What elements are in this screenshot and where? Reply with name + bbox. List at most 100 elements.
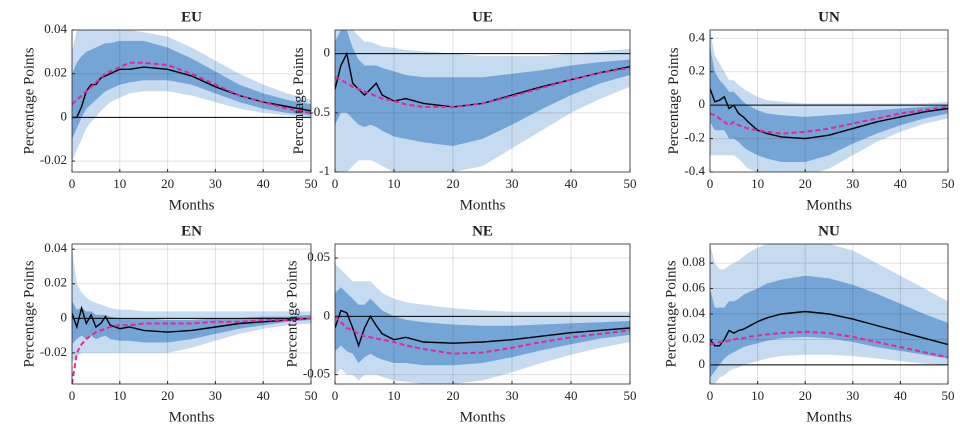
series-line [335,51,630,108]
x-tick-label: 0 [332,176,339,191]
x-tick-label: 50 [305,388,318,403]
x-tick-label: 10 [388,388,401,403]
y-tick-label: -1 [319,163,330,178]
x-tick-label: 10 [751,176,764,191]
x-tick-label: 50 [624,176,637,191]
x-tick-label: 0 [332,388,339,403]
y-tick-label: 0.04 [44,240,67,255]
x-tick-label: 50 [942,176,955,191]
y-axis-label: Percentage Points [291,47,307,154]
y-tick-label: -0.02 [40,152,67,167]
chart-title: UN [818,9,840,25]
y-tick-label: -0.2 [684,130,705,145]
y-axis-label: Percentage Points [21,260,37,367]
y-tick-label: 0.08 [682,254,705,269]
y-tick-label: 0 [699,356,706,371]
y-tick-label: 0.04 [44,21,67,36]
x-tick-label: 40 [565,388,578,403]
series-line [72,61,311,114]
y-tick-label: 0.02 [44,275,67,290]
plot-frame [334,243,631,385]
x-tick-label: 30 [209,388,222,403]
confidence-band [72,40,311,140]
y-tick-label: 0.4 [689,29,706,44]
panel: 0 10 20 30 40 50 -0.4 -0.2 0 0.2 0.4 UN Months Percen… [666,9,955,213]
x-tick-label: 20 [447,176,460,191]
plot-frame [71,29,312,173]
y-axis-label: Percentage Points [664,260,680,367]
series-line [72,317,311,384]
y-tick-label: -0.02 [40,344,67,359]
x-tick-label: 40 [894,176,907,191]
x-tick-label: 30 [209,176,222,191]
x-tick-label: 30 [846,176,859,191]
y-tick-label: 0.02 [44,65,67,80]
x-tick-label: 40 [257,388,270,403]
series-line [710,330,948,359]
x-tick-label: 40 [257,176,270,191]
x-tick-label: 20 [799,176,812,191]
confidence-band [335,30,630,146]
y-axis-label: Percentage Points [21,47,37,154]
series-line [710,105,948,135]
y-tick-label: 0 [324,45,331,60]
x-tick-label: 30 [506,388,519,403]
x-tick-label: 50 [305,176,318,191]
series-line [710,88,948,140]
y-tick-label: 0.02 [682,330,705,345]
plot-area [335,30,630,172]
x-axis-label: Months [169,197,215,213]
plot-area [72,30,311,172]
x-tick-label: 40 [565,176,578,191]
y-tick-label: 0.06 [682,280,705,295]
y-tick-label: 0.04 [682,305,705,320]
x-tick-label: 50 [942,388,955,403]
panel: 0 10 20 30 40 50-0.0200.020.04EUMonthsPercent… [21,9,317,213]
x-tick-label: 0 [707,388,714,403]
chart-title: NE [472,223,493,239]
plot-area [710,30,948,172]
plot-area [335,244,630,384]
series-line [72,305,311,333]
y-tick-label: -0.5 [309,104,330,119]
x-axis-label: Months [169,409,215,425]
panel: 0 10 20 30 40 50-0.0500.05NEMonthsPercentage … [284,223,636,425]
x-tick-label: 50 [624,388,637,403]
x-tick-label: 0 [69,388,76,403]
x-tick-label: 10 [751,388,764,403]
x-axis-label: Months [460,197,506,213]
x-axis-label: Months [806,197,852,213]
y-tick-label: -0.4 [684,163,705,178]
x-tick-label: 10 [113,388,126,403]
x-tick-label: 0 [69,176,76,191]
y-tick-label: 0.2 [689,63,705,78]
chart-title: EU [181,9,202,25]
chart-title: EN [181,223,202,239]
y-tick-label: 0 [699,96,706,111]
x-tick-label: 0 [707,176,714,191]
y-axis-label: Percentage Points [666,47,682,154]
x-tick-label: 30 [846,388,859,403]
x-tick-label: 40 [894,388,907,403]
y-axis-label: Percentage Points [284,260,300,367]
chart-title: NU [818,223,840,239]
x-tick-label: 20 [447,388,460,403]
panel: 0 10 20 30 40 50 -0.02 0 0.02 0.04 EN Months Percent… [21,223,317,425]
x-axis-label: Months [460,409,506,425]
x-axis-label: Months [806,409,852,425]
series-line [335,66,630,108]
x-tick-label: 20 [161,176,174,191]
y-tick-label: 0.05 [307,249,330,264]
plot-frame [709,29,949,173]
y-tick-label: 0 [61,108,68,123]
confidence-band [710,275,948,378]
plot-frame [71,243,312,385]
y-tick-label: -0.05 [303,366,330,381]
x-tick-label: 20 [161,388,174,403]
series-line [335,309,630,348]
plot-area [72,244,311,384]
y-tick-label: 0 [61,309,68,324]
series-line [335,315,630,355]
